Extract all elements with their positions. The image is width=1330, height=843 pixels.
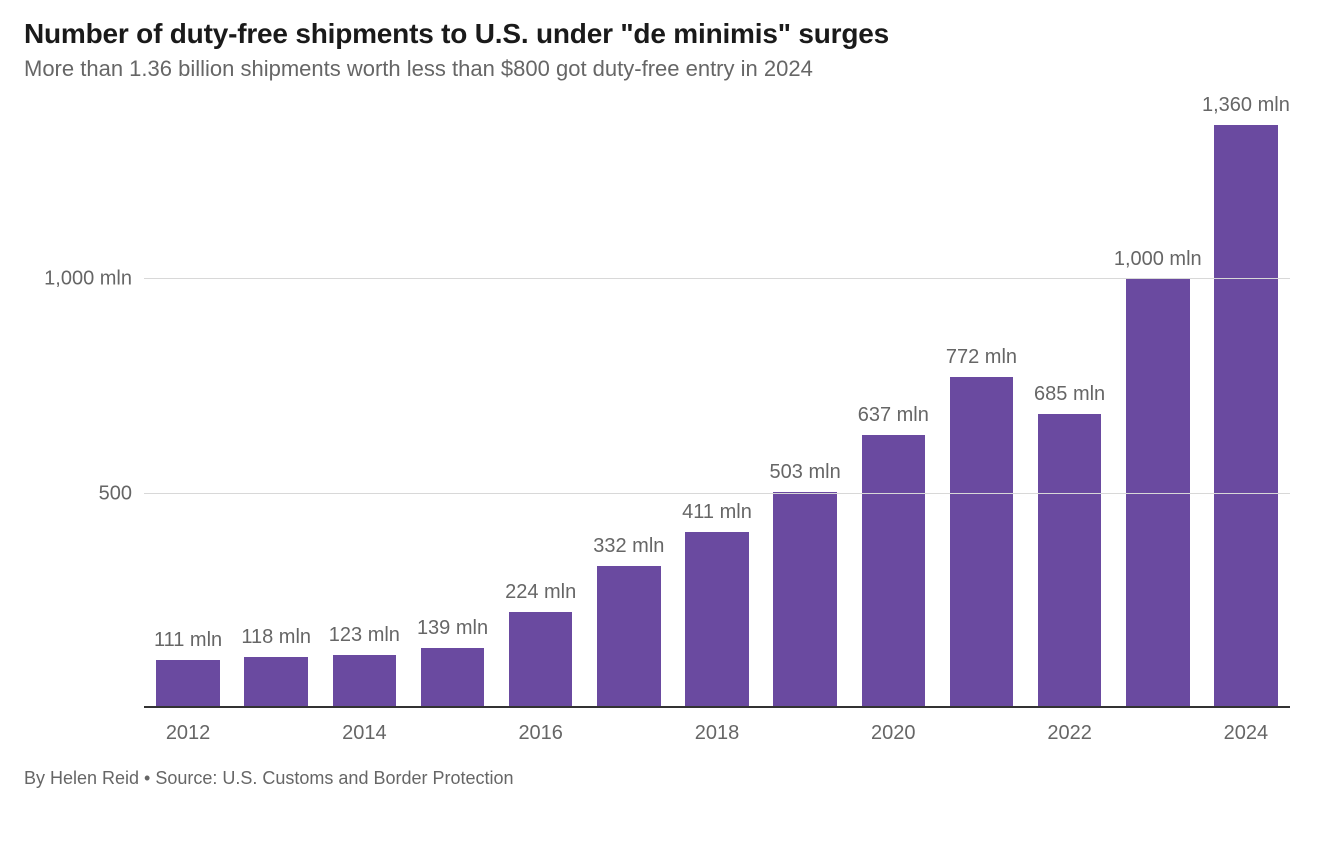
y-axis-label: 1,000 mln: [44, 268, 144, 291]
bar: 411 mln: [685, 532, 748, 708]
bar-slot: 685 mln: [1026, 108, 1114, 708]
x-axis-labels: 2012 2014 2016 2018 2020 2022 2024: [144, 708, 1290, 758]
bar-value-label: 118 mln: [241, 626, 311, 657]
x-axis-label: 2018: [695, 722, 740, 745]
bar: 1,000 mln: [1126, 279, 1189, 708]
bar-slot: 1,000 mln: [1114, 108, 1202, 708]
bar-slot: 637 mln: [849, 108, 937, 708]
bar-value-label: 772 mln: [946, 346, 1017, 377]
bar-slot: 503 mln: [761, 108, 849, 708]
bar: 118 mln: [244, 657, 307, 708]
bar-slot: 332 mln: [585, 108, 673, 708]
x-axis-label: 2014: [342, 722, 387, 745]
bar-value-label: 224 mln: [505, 581, 576, 612]
gridline: [144, 278, 1290, 279]
bar: 224 mln: [509, 612, 572, 708]
bar-value-label: 123 mln: [329, 624, 400, 655]
x-axis-label: 2024: [1224, 722, 1269, 745]
bar-slot: 772 mln: [937, 108, 1025, 708]
gridline: [144, 493, 1290, 494]
bar-value-label: 637 mln: [858, 404, 929, 435]
bar-slot: 224 mln: [497, 108, 585, 708]
bar: 332 mln: [597, 566, 660, 708]
bar: 772 mln: [950, 377, 1013, 708]
bar-value-label: 503 mln: [770, 461, 841, 492]
bars-layer: 111 mln 118 mln 123 mln 139 mln 224 mln 332 m…: [144, 108, 1290, 708]
plot-area: 111 mln 118 mln 123 mln 139 mln 224 mln 332 m…: [144, 108, 1290, 708]
chart-area: 111 mln 118 mln 123 mln 139 mln 224 mln 332 m…: [24, 98, 1306, 758]
bar-value-label: 411 mln: [682, 501, 752, 532]
bar-value-label: 685 mln: [1034, 383, 1105, 414]
x-axis-label: 2016: [518, 722, 563, 745]
bar-value-label: 139 mln: [417, 617, 488, 648]
bar: 123 mln: [333, 655, 396, 708]
bar-value-label: 332 mln: [593, 535, 664, 566]
bar: 503 mln: [773, 492, 836, 708]
bar-slot: 111 mln: [144, 108, 232, 708]
bar-slot: 1,360 mln: [1202, 108, 1290, 708]
bar: 685 mln: [1038, 414, 1101, 708]
chart-title: Number of duty-free shipments to U.S. un…: [24, 18, 1306, 50]
bar-slot: 411 mln: [673, 108, 761, 708]
bar-value-label: 1,000 mln: [1114, 248, 1202, 279]
x-axis-label: 2012: [166, 722, 211, 745]
y-axis-label: 500: [99, 482, 144, 505]
bar-slot: 123 mln: [320, 108, 408, 708]
bar-value-label: 1,360 mln: [1202, 94, 1290, 125]
x-axis-label: 2022: [1047, 722, 1092, 745]
bar: 1,360 mln: [1214, 125, 1277, 708]
chart-subtitle: More than 1.36 billion shipments worth l…: [24, 56, 1306, 82]
chart-footer: By Helen Reid • Source: U.S. Customs and…: [24, 768, 1306, 789]
bar: 637 mln: [862, 435, 925, 708]
chart-container: Number of duty-free shipments to U.S. un…: [0, 0, 1330, 843]
bar: 139 mln: [421, 648, 484, 708]
x-axis-label: 2020: [871, 722, 916, 745]
bar-slot: 139 mln: [408, 108, 496, 708]
bar: 111 mln: [156, 660, 219, 708]
bar-slot: 118 mln: [232, 108, 320, 708]
bar-value-label: 111 mln: [154, 629, 222, 660]
